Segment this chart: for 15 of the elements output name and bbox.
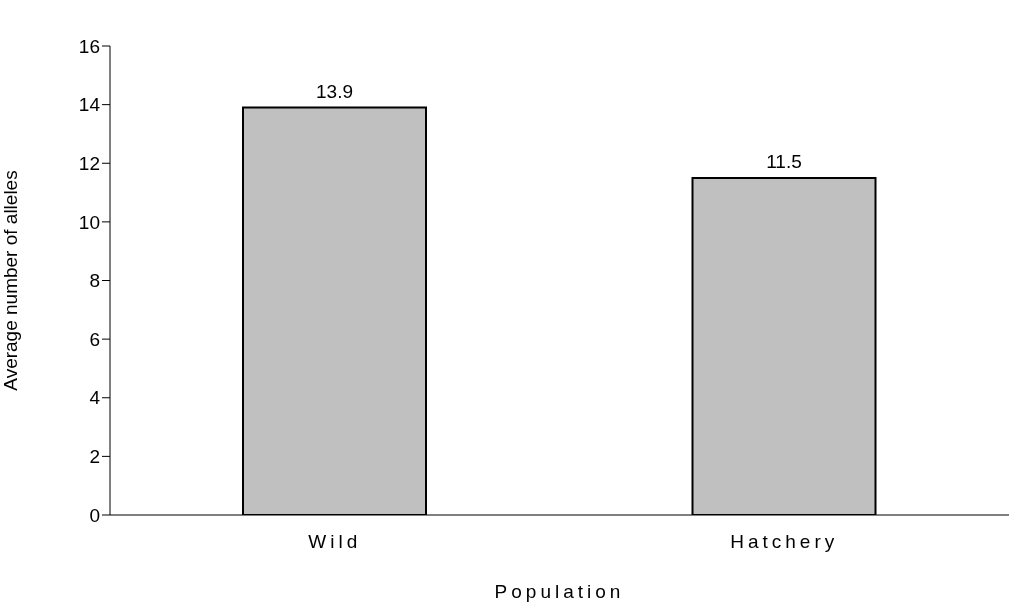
y-tick-label: 10	[78, 211, 100, 233]
data-label: 11.5	[766, 150, 802, 172]
x-tick-label: Wild	[308, 531, 362, 553]
data-label: 13.9	[316, 80, 353, 102]
y-tick-label: 4	[89, 387, 101, 409]
x-tick-label: Hatchery	[730, 531, 839, 553]
y-tick-label: 8	[89, 270, 100, 292]
y-tick-label: 16	[78, 35, 100, 57]
x-axis-title: Population	[494, 581, 625, 602]
y-tick-label: 12	[78, 152, 100, 174]
y-tick-label: 2	[89, 446, 100, 468]
y-axis-title: Average number of alleles	[0, 170, 21, 391]
y-tick-label: 0	[89, 504, 100, 526]
y-tick-label: 14	[78, 94, 101, 116]
y-tick-label: 6	[89, 328, 100, 350]
